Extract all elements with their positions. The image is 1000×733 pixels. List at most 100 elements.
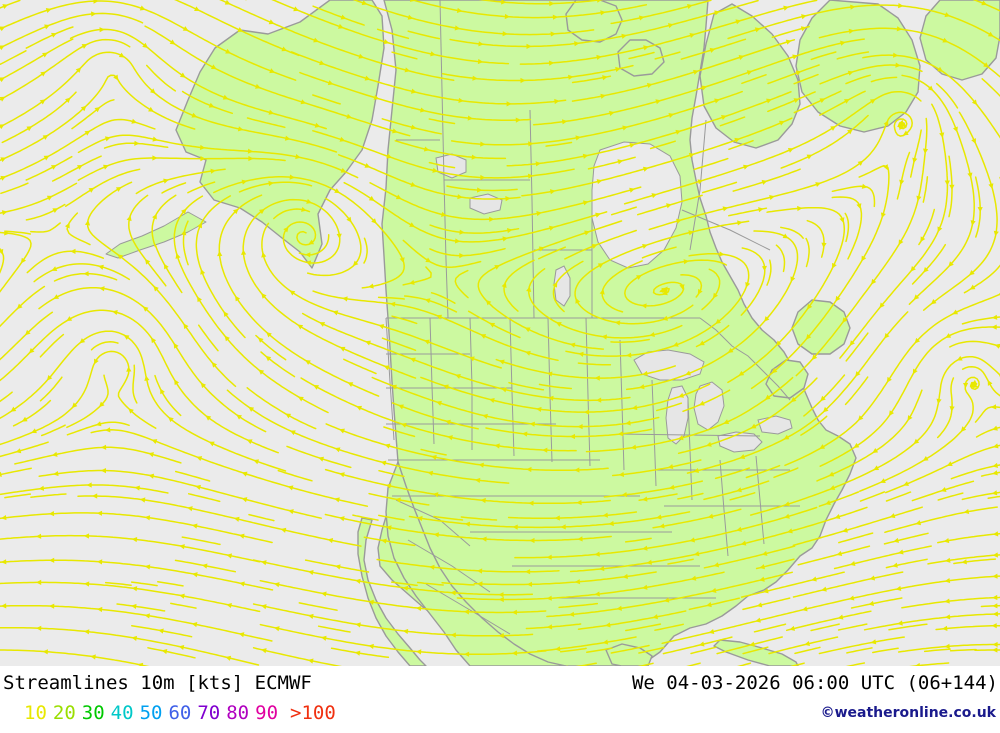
streamline-arrow [305, 260, 312, 266]
streamline [538, 383, 573, 390]
streamline-arrow [289, 430, 296, 436]
streamline [831, 185, 876, 208]
streamline-arrow [546, 595, 552, 601]
streamline-arrow [550, 31, 556, 37]
streamline-arrow [274, 626, 280, 632]
streamline-arrow [98, 264, 104, 270]
copyright-label: ©weatheronline.co.uk [820, 705, 996, 721]
streamline [896, 151, 911, 200]
streamline-arrow [284, 135, 291, 141]
streamline [974, 406, 1000, 423]
streamline [4, 230, 32, 235]
legend-entry-50: 50 [139, 702, 163, 724]
streamline-arrow [151, 439, 158, 445]
streamline-arrow [174, 379, 180, 386]
streamline-arrow [46, 195, 53, 201]
streamline-arrow [856, 203, 862, 209]
streamline-arrow [395, 194, 402, 200]
streamline-arrow [815, 182, 822, 188]
streamline-arrow [991, 324, 997, 330]
streamline-arrow [246, 439, 253, 445]
streamline [577, 362, 612, 366]
streamline-arrow [721, 115, 727, 120]
streamline-arrow [1, 603, 7, 609]
streamline [793, 90, 842, 114]
lake-michigan [665, 385, 689, 445]
streamline [974, 649, 1000, 652]
streamline-arrow [991, 623, 997, 629]
streamline-arrow [893, 537, 900, 543]
streamline-arrow [320, 635, 327, 641]
streamline [38, 286, 267, 433]
streamline-arrow [94, 107, 101, 113]
streamline [0, 0, 297, 81]
streamline [25, 155, 73, 181]
streamline [775, 244, 786, 273]
streamline-arrow [923, 267, 929, 273]
streamline [352, 0, 595, 36]
streamline-arrow [883, 120, 889, 127]
north-america-streamline-map[interactable] [0, 0, 1000, 666]
streamline [478, 0, 605, 5]
streamline-arrow [148, 452, 154, 458]
streamline [565, 253, 750, 357]
streamline [773, 467, 799, 479]
streamline-arrow [163, 178, 169, 184]
streamline [884, 506, 998, 534]
streamline-arrow [134, 485, 140, 491]
streamline-arrow [897, 620, 903, 626]
streamline-arrow [126, 366, 132, 372]
streamline [885, 444, 1000, 494]
streamline [377, 296, 405, 300]
streamline-arrow [805, 334, 812, 340]
streamline [0, 330, 287, 472]
streamline [571, 39, 796, 102]
streamline-arrow [99, 27, 105, 33]
streamline-arrow [616, 605, 622, 611]
streamline-arrow [617, 159, 624, 165]
streamline-arrow [327, 538, 334, 544]
streamline-arrow [914, 662, 921, 666]
streamline [467, 310, 521, 339]
streamline-arrow [629, 187, 635, 193]
streamline-arrow [641, 584, 648, 590]
streamline-arrow [963, 382, 969, 389]
streamline-arrow [784, 513, 790, 519]
streamline-arrow [542, 447, 548, 453]
streamline-arrow [643, 45, 649, 51]
streamline-arrow [785, 39, 792, 45]
streamline-arrow [410, 88, 417, 94]
streamline-arrow [713, 562, 720, 568]
streamline-arrow [36, 579, 42, 585]
streamline-arrow [384, 443, 391, 449]
streamline-arrow [759, 564, 766, 570]
streamline [128, 194, 167, 287]
streamline-arrow [409, 222, 415, 228]
streamline-arrow [289, 174, 295, 180]
streamline-arrow [719, 251, 725, 257]
streamline [0, 581, 261, 613]
streamline-arrow [560, 524, 566, 530]
streamline [312, 94, 341, 105]
streamline [343, 358, 377, 375]
streamline-arrow [948, 261, 954, 267]
streamline-arrow [339, 136, 346, 142]
streamline-arrow [173, 342, 179, 349]
streamline-arrow [268, 19, 275, 25]
streamline-arrow [693, 69, 699, 75]
streamline [0, 350, 157, 446]
streamline-arrow [233, 516, 240, 522]
streamline [312, 5, 365, 26]
streamline [800, 415, 828, 436]
streamline-arrow [857, 415, 864, 421]
streamline-arrow [283, 226, 289, 233]
streamline-arrow [555, 322, 562, 327]
streamline-arrow [306, 198, 312, 204]
streamline-arrow [423, 146, 430, 152]
streamline-arrow [287, 485, 294, 491]
streamline-arrow [609, 110, 615, 116]
streamline [558, 602, 599, 609]
streamline-arrow [649, 331, 655, 338]
streamline-arrow [340, 167, 347, 173]
streamline-arrow [334, 497, 340, 503]
